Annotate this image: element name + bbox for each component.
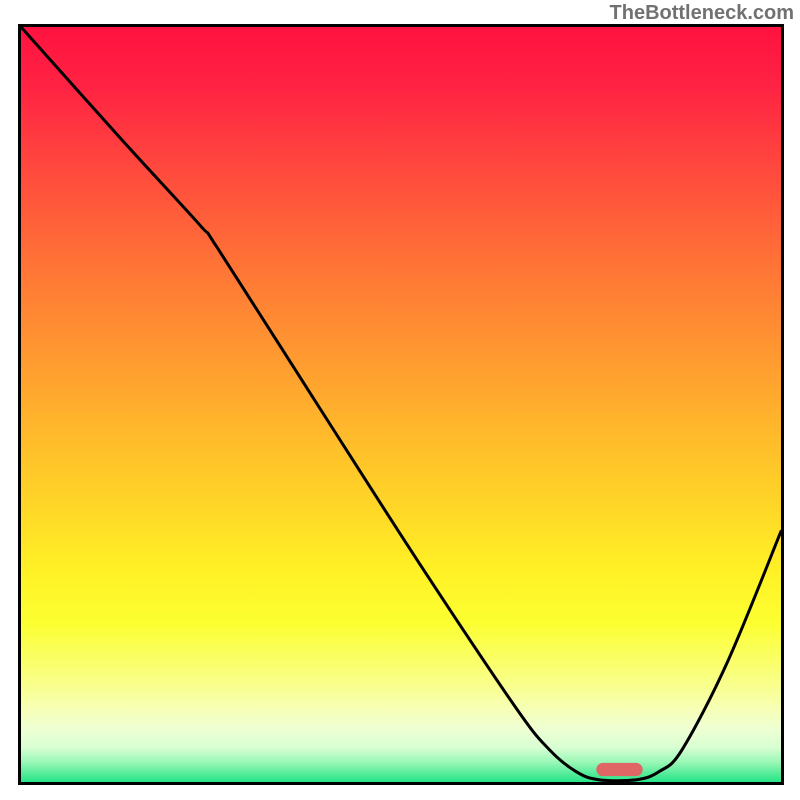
bottleneck-chart [0, 0, 800, 800]
optimal-zone-marker [596, 763, 642, 776]
chart-container: TheBottleneck.com [0, 0, 800, 800]
attribution-text: TheBottleneck.com [610, 2, 794, 25]
chart-background [21, 27, 781, 782]
